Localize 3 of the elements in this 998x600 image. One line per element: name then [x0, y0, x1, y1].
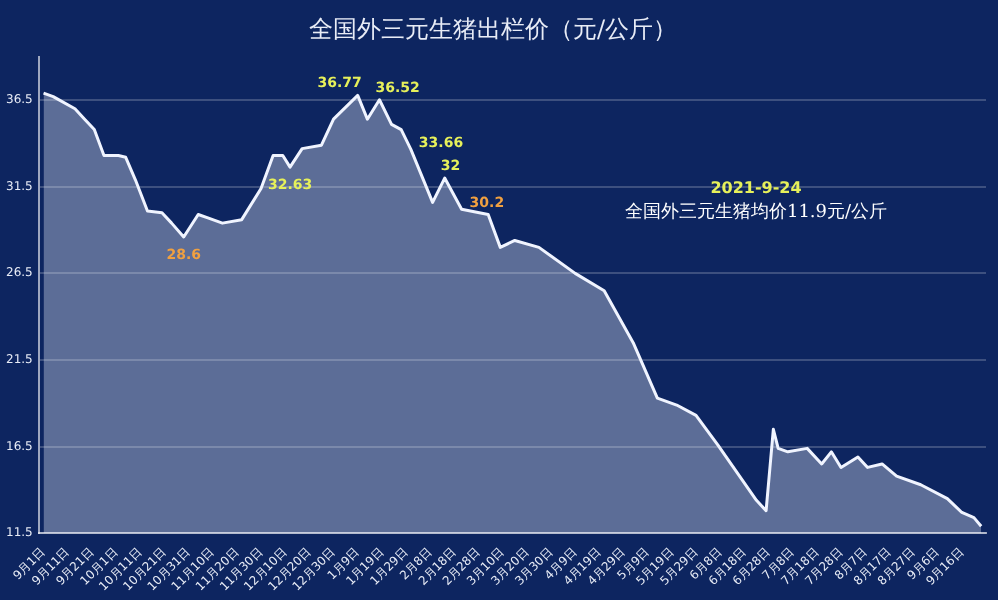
chart-title: 全国外三元生猪出栏价（元/公斤） [308, 14, 678, 43]
annotation: 全国外三元生猪均价11.9元/公斤 [624, 200, 888, 223]
annotation: 2021-9-24 [710, 178, 803, 197]
